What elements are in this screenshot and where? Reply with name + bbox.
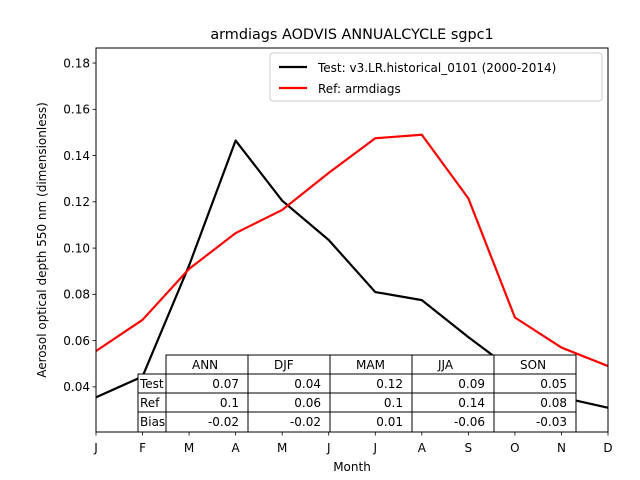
legend: Test: v3.LR.historical_0101 (2000-2014) R…	[269, 52, 603, 102]
table-value: 0.04	[294, 377, 321, 391]
y-axis-label: Aerosol optical depth 550 nm (dimensionl…	[35, 102, 49, 378]
x-tick-label: D	[603, 441, 612, 455]
table-value: -0.06	[454, 415, 485, 429]
table-value: 0.1	[220, 396, 239, 410]
x-tick-label: N	[557, 441, 566, 455]
x-tick-label: S	[465, 441, 473, 455]
table-row-label: Ref	[140, 396, 160, 410]
x-axis-label: Month	[333, 460, 371, 474]
y-tick-label: 0.04	[63, 380, 90, 394]
legend-ref-label: Ref: armdiags	[318, 82, 401, 96]
legend-box	[269, 52, 603, 102]
x-tick-label: J	[372, 441, 377, 455]
y-tick-label: 0.08	[63, 288, 90, 302]
y-axis: 0.04 0.06 0.08 0.10 0.12 0.14 0.16 0.18	[63, 56, 96, 394]
y-tick-label: 0.12	[63, 195, 90, 209]
y-tick-label: 0.16	[63, 103, 90, 117]
x-tick-label: A	[232, 441, 241, 455]
plot-frame	[95, 47, 609, 433]
table-column-header: DJF	[274, 358, 294, 372]
table-column-header: MAM	[356, 358, 385, 372]
x-tick-label: M	[184, 441, 194, 455]
y-tick-label: 0.06	[63, 334, 90, 348]
chart-title: armdiags AODVIS ANNUALCYCLE sgpc1	[210, 27, 493, 43]
table-value: -0.03	[536, 415, 567, 429]
table-column-header: SON	[520, 358, 546, 372]
x-tick-label: F	[139, 441, 146, 455]
table-row-label: Bias	[140, 415, 165, 429]
table-value: 0.01	[376, 415, 403, 429]
x-tick-label: A	[418, 441, 427, 455]
y-tick-label: 0.14	[63, 149, 90, 163]
table-value: -0.02	[208, 415, 239, 429]
table-row-label: Test	[139, 377, 164, 391]
stats-table: ANN DJF MAM JJA SON Test 0.07 0.04 0.12 0.09 0.05 R…	[137, 354, 577, 433]
table-value: 0.1	[384, 396, 403, 410]
table-value: 0.07	[212, 377, 239, 391]
table-value: 0.14	[458, 396, 485, 410]
table-value: 0.05	[540, 377, 567, 391]
legend-test-label: Test: v3.LR.historical_0101 (2000-2014)	[317, 61, 556, 75]
table-value: 0.12	[376, 377, 403, 391]
table-column-header: JJA	[437, 358, 454, 372]
table-value: 0.08	[540, 396, 567, 410]
y-tick-label: 0.10	[63, 241, 90, 255]
table-value: 0.06	[294, 396, 321, 410]
table-value: 0.09	[458, 377, 485, 391]
x-tick-label: J	[326, 441, 331, 455]
ref-series-line	[96, 133, 608, 368]
table-value: -0.02	[290, 415, 321, 429]
table-column-header: ANN	[192, 358, 218, 372]
x-tick-label: J	[93, 441, 98, 455]
x-tick-label: O	[510, 441, 519, 455]
y-tick-label: 0.18	[63, 56, 90, 70]
x-tick-label: M	[277, 441, 287, 455]
